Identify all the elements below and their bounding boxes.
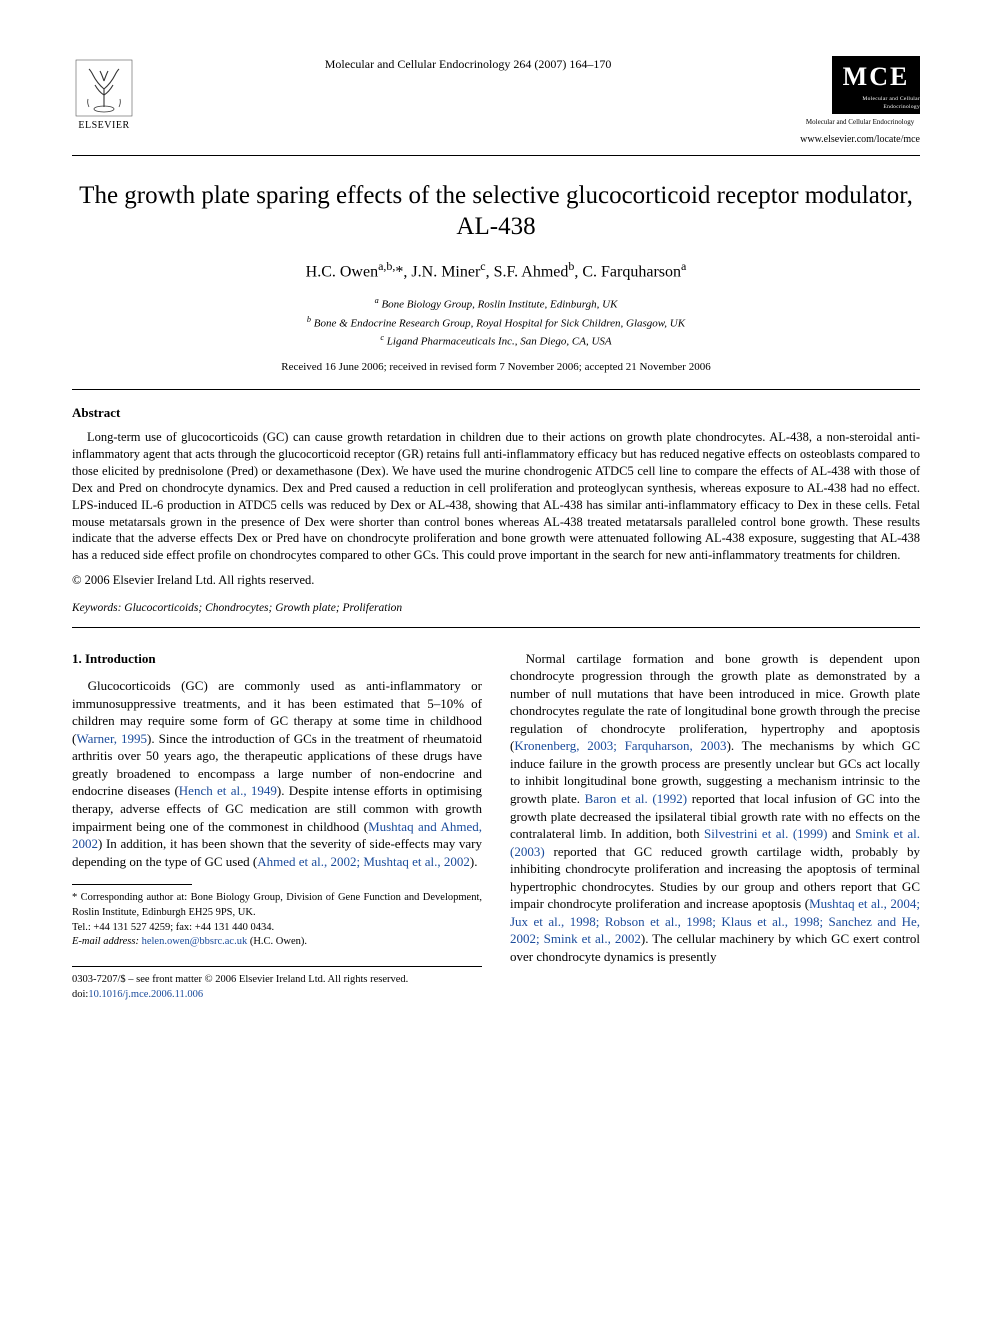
journal-reference: Molecular and Cellular Endocrinology 264… <box>136 56 800 76</box>
footnote-rule <box>72 884 192 885</box>
intro-paragraph-1: Glucocorticoids (GC) are commonly used a… <box>72 677 482 870</box>
journal-logo-fullname: Molecular and Cellular Endocrinology <box>832 96 920 111</box>
article-dates: Received 16 June 2006; received in revis… <box>72 360 920 375</box>
ref-baron-1992[interactable]: Baron et al. (1992) <box>585 791 687 806</box>
elsevier-tree-icon <box>75 59 133 117</box>
corresponding-footnote: * Corresponding author at: Bone Biology … <box>72 891 482 950</box>
email-tail: (H.C. Owen). <box>247 936 307 947</box>
abstract-bottom-rule <box>72 627 920 628</box>
publisher-block: ELSEVIER <box>72 56 136 132</box>
ref-warner-1995[interactable]: Warner, 1995 <box>76 731 147 746</box>
intro-paragraph-2: Normal cartilage formation and bone grow… <box>510 650 920 966</box>
abstract-top-rule <box>72 389 920 390</box>
corresponding-author: * Corresponding author at: Bone Biology … <box>72 891 482 920</box>
doi-label: doi: <box>72 989 88 1000</box>
journal-logo-abbrev: MCE <box>843 59 910 94</box>
body-columns: 1. Introduction Glucocorticoids (GC) are… <box>72 650 920 1003</box>
page-header: ELSEVIER Molecular and Cellular Endocrin… <box>72 56 920 147</box>
keywords-text: Glucocorticoids; Chondrocytes; Growth pl… <box>124 602 402 614</box>
email-link[interactable]: helen.owen@bbsrc.ac.uk <box>142 936 248 947</box>
column-left: 1. Introduction Glucocorticoids (GC) are… <box>72 650 482 1003</box>
page-footer: 0303-7207/$ – see front matter © 2006 El… <box>72 973 482 1002</box>
ref-hench-1949[interactable]: Hench et al., 1949 <box>179 783 277 798</box>
column-right: Normal cartilage formation and bone grow… <box>510 650 920 1003</box>
ref-ahmed-2002[interactable]: Ahmed et al., 2002; Mushtaq et al., 2002 <box>257 854 470 869</box>
email-label: E-mail address: <box>72 936 139 947</box>
journal-url: www.elsevier.com/locate/mce <box>800 133 920 147</box>
introduction-heading: 1. Introduction <box>72 650 482 668</box>
affiliation-c: c Ligand Pharmaceuticals Inc., San Diego… <box>72 332 920 350</box>
keywords-label: Keywords: <box>72 602 121 614</box>
keywords-line: Keywords: Glucocorticoids; Chondrocytes;… <box>72 601 920 617</box>
journal-logo-block: MCE Molecular and Cellular Endocrinology… <box>800 56 920 147</box>
ref-silvestrini-1999[interactable]: Silvestrini et al. (1999) <box>704 826 827 841</box>
authors: H.C. Owena,b,*, J.N. Minerc, S.F. Ahmedb… <box>72 258 920 283</box>
doi-link[interactable]: 10.1016/j.mce.2006.11.006 <box>88 989 203 1000</box>
publisher-name: ELSEVIER <box>78 119 129 133</box>
elsevier-logo: ELSEVIER <box>72 56 136 132</box>
affiliation-a: a Bone Biology Group, Roslin Institute, … <box>72 295 920 313</box>
abstract-heading: Abstract <box>72 404 920 422</box>
abstract-text: Long-term use of glucocorticoids (GC) ca… <box>72 429 920 564</box>
ref-kronenberg-2003[interactable]: Kronenberg, 2003; Farquharson, 2003 <box>514 738 726 753</box>
article-title: The growth plate sparing effects of the … <box>72 180 920 243</box>
affiliation-b: b Bone & Endocrine Research Group, Royal… <box>72 314 920 332</box>
header-rule <box>72 155 920 156</box>
copyright-line: © 2006 Elsevier Ireland Ltd. All rights … <box>72 572 920 589</box>
affiliations: a Bone Biology Group, Roslin Institute, … <box>72 295 920 349</box>
footer-doi-line: doi:10.1016/j.mce.2006.11.006 <box>72 988 482 1003</box>
footer-rule <box>72 966 482 967</box>
journal-logo-sub: Molecular and Cellular Endocrinology <box>800 118 920 127</box>
corresponding-email-line: E-mail address: helen.owen@bbsrc.ac.uk (… <box>72 935 482 950</box>
footer-front-matter: 0303-7207/$ – see front matter © 2006 El… <box>72 973 482 988</box>
corresponding-tel: Tel.: +44 131 527 4259; fax: +44 131 440… <box>72 921 482 936</box>
journal-logo: MCE Molecular and Cellular Endocrinology <box>832 56 920 114</box>
